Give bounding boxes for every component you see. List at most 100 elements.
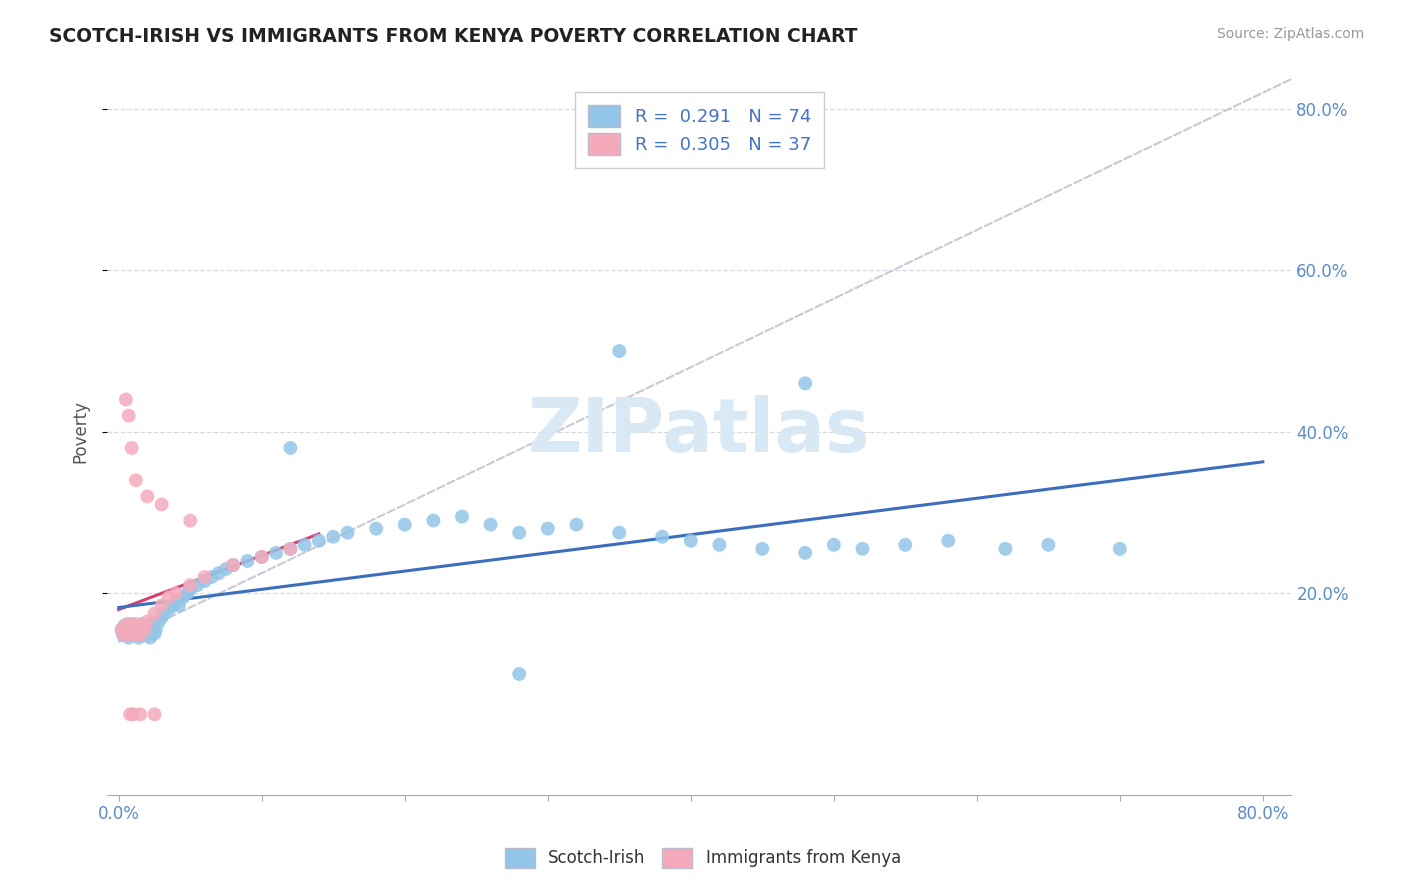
Point	[143, 707, 166, 722]
Point	[129, 628, 152, 642]
Point	[172, 591, 194, 605]
Point	[751, 541, 773, 556]
Point	[179, 578, 201, 592]
Point	[607, 344, 630, 359]
Point	[823, 538, 845, 552]
Point	[122, 628, 145, 642]
Point	[125, 618, 148, 632]
Point	[280, 541, 302, 556]
Point	[122, 707, 145, 722]
Point	[336, 525, 359, 540]
Point	[127, 624, 149, 639]
Point	[128, 631, 150, 645]
Point	[162, 599, 184, 613]
Point	[112, 626, 135, 640]
Point	[120, 626, 142, 640]
Point	[150, 498, 173, 512]
Point	[114, 618, 136, 632]
Point	[124, 628, 146, 642]
Point	[709, 538, 731, 552]
Point	[138, 624, 160, 639]
Point	[651, 530, 673, 544]
Point	[136, 489, 159, 503]
Point	[222, 558, 245, 572]
Point	[1108, 541, 1130, 556]
Point	[127, 626, 149, 640]
Point	[115, 628, 138, 642]
Text: SCOTCH-IRISH VS IMMIGRANTS FROM KENYA POVERTY CORRELATION CHART: SCOTCH-IRISH VS IMMIGRANTS FROM KENYA PO…	[49, 27, 858, 45]
Point	[264, 546, 287, 560]
Point	[131, 616, 153, 631]
Point	[136, 615, 159, 629]
Point	[114, 620, 136, 634]
Point	[508, 525, 530, 540]
Point	[479, 517, 502, 532]
Point	[115, 625, 138, 640]
Point	[143, 607, 166, 621]
Point	[115, 392, 138, 407]
Point	[110, 623, 132, 637]
Point	[136, 618, 159, 632]
Point	[280, 541, 302, 556]
Point	[607, 525, 630, 540]
Point	[236, 554, 259, 568]
Point	[153, 607, 176, 621]
Point	[508, 667, 530, 681]
Point	[117, 620, 139, 634]
Point	[150, 599, 173, 613]
Point	[250, 549, 273, 564]
Point	[167, 599, 190, 613]
Point	[193, 570, 215, 584]
Point	[165, 586, 187, 600]
Point	[125, 473, 148, 487]
Point	[135, 628, 157, 642]
Point	[193, 574, 215, 588]
Point	[894, 538, 917, 552]
Y-axis label: Poverty: Poverty	[72, 401, 89, 463]
Point	[120, 707, 142, 722]
Point	[125, 623, 148, 637]
Point	[143, 626, 166, 640]
Point	[994, 541, 1017, 556]
Point	[121, 441, 143, 455]
Point	[366, 522, 388, 536]
Point	[124, 616, 146, 631]
Point	[179, 514, 201, 528]
Point	[851, 541, 873, 556]
Point	[132, 626, 155, 640]
Text: ZIPatlas: ZIPatlas	[529, 395, 870, 468]
Point	[250, 549, 273, 564]
Point	[322, 530, 344, 544]
Point	[110, 623, 132, 637]
Point	[122, 623, 145, 637]
Point	[157, 591, 180, 605]
Point	[117, 616, 139, 631]
Point	[121, 620, 143, 634]
Point	[131, 616, 153, 631]
Legend: R =  0.291   N = 74, R =  0.305   N = 37: R = 0.291 N = 74, R = 0.305 N = 37	[575, 92, 824, 168]
Point	[139, 631, 162, 645]
Point	[145, 623, 167, 637]
Point	[679, 533, 702, 548]
Point	[141, 620, 163, 634]
Point	[201, 570, 224, 584]
Point	[128, 620, 150, 634]
Point	[186, 578, 208, 592]
Point	[565, 517, 588, 532]
Point	[129, 707, 152, 722]
Point	[1038, 538, 1060, 552]
Point	[118, 631, 141, 645]
Point	[165, 594, 187, 608]
Point	[308, 533, 330, 548]
Point	[120, 616, 142, 631]
Point	[794, 546, 817, 560]
Point	[451, 509, 474, 524]
Point	[537, 522, 560, 536]
Point	[936, 533, 959, 548]
Point	[118, 409, 141, 423]
Point	[176, 586, 198, 600]
Point	[118, 623, 141, 637]
Point	[294, 538, 316, 552]
Point	[215, 562, 238, 576]
Point	[134, 623, 156, 637]
